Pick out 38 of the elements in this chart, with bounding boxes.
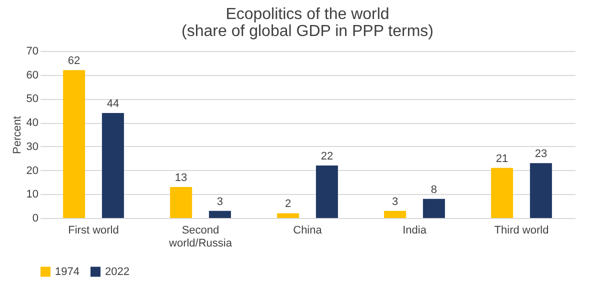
y-tick-label: 70: [26, 46, 38, 58]
y-tick-label: 60: [26, 69, 38, 82]
data-label: 22: [320, 150, 334, 163]
chart-subtitle: (share of global GDP in PPP terms): [182, 23, 434, 40]
y-tick-label: 40: [26, 117, 38, 130]
legend-label: 2022: [105, 266, 130, 278]
data-label: 44: [106, 98, 120, 110]
y-tick-label: 30: [26, 140, 38, 153]
bar: [316, 166, 338, 218]
bar: [491, 168, 514, 218]
y-axis-title: Percent: [11, 116, 24, 154]
data-label: 21: [496, 152, 508, 165]
data-label: 13: [174, 172, 188, 184]
bar: [170, 186, 192, 218]
bar: [63, 70, 86, 218]
bar: [102, 113, 124, 218]
data-label: 3: [392, 196, 398, 208]
bar: [208, 210, 231, 218]
bar: [384, 210, 406, 218]
y-tick-label: 20: [26, 164, 38, 177]
x-tick-label: First world: [68, 224, 119, 236]
x-tick-label: India: [402, 224, 428, 236]
bar: [277, 213, 300, 218]
x-tick-label: China: [293, 224, 323, 236]
bar: [422, 198, 445, 218]
chart-title: Ecopolitics of the world: [226, 6, 390, 23]
data-label: 8: [430, 184, 438, 196]
bar: [530, 163, 552, 218]
legend-label: 1974: [55, 266, 80, 278]
data-label: 23: [534, 148, 548, 160]
data-label: 2: [284, 198, 292, 210]
data-label: 62: [68, 55, 80, 68]
y-tick-label: 50: [26, 93, 38, 106]
y-tick-label: 10: [26, 188, 38, 201]
y-tick-label: 0: [32, 212, 38, 224]
x-tick-label: Third world: [494, 224, 549, 236]
x-tick-label: Second world/Russia: [168, 224, 233, 250]
data-label: 3: [216, 196, 224, 208]
